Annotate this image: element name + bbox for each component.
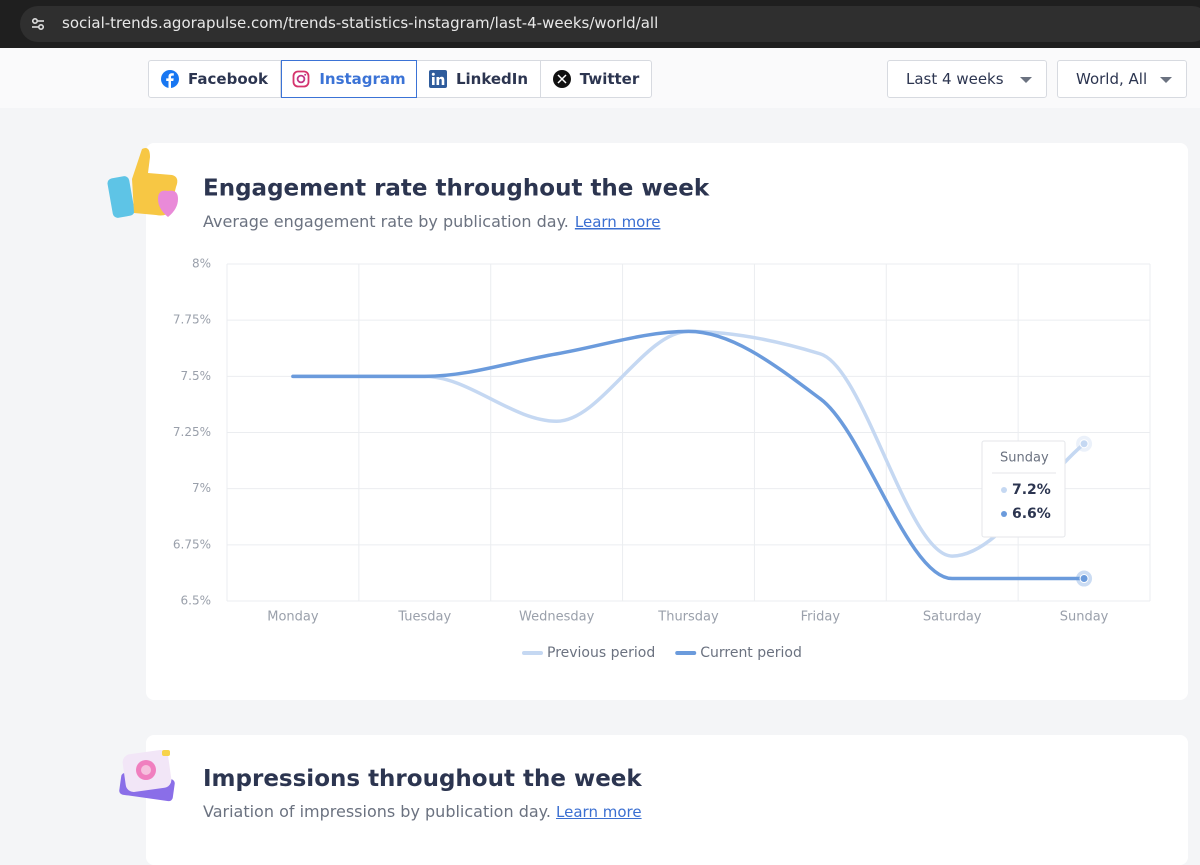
legend-label: Previous period [547, 645, 655, 661]
browser-bar: social-trends.agorapulse.com/trends-stat… [0, 0, 1200, 48]
tooltip: Sunday 7.2% 6.6% [981, 440, 1066, 538]
y-tick-label: 7.75% [173, 313, 211, 327]
instagram-icon [292, 70, 310, 88]
caret [1020, 77, 1032, 83]
y-tick-label: 6.5% [181, 594, 212, 608]
impressions-card: Impressions throughout the week Variatio… [146, 735, 1188, 865]
subtitle-text: Average engagement rate by publication d… [203, 212, 569, 231]
period-select[interactable]: Last 4 weeks [887, 60, 1047, 98]
caret [1160, 77, 1172, 83]
y-tick-label: 7.25% [173, 425, 211, 439]
tooltip-swatch [1001, 487, 1007, 493]
subtitle-text: Variation of impressions by publication … [203, 802, 551, 821]
chart-title: Engagement rate throughout the week [203, 176, 710, 202]
camera-icon [119, 750, 175, 802]
x-tick-label: Friday [801, 610, 841, 625]
tab-active[interactable]: Instagram [281, 60, 417, 98]
region-select[interactable]: World, All [1057, 60, 1187, 98]
x-tick-label: Saturday [923, 610, 982, 625]
tab-label: Instagram [319, 70, 406, 88]
y-tick-label: 7.5% [181, 369, 212, 383]
legend-label: Current period [700, 645, 802, 661]
tab-label: LinkedIn [455, 70, 529, 88]
tooltip-swatch [1001, 511, 1007, 517]
network-tabs: Facebook Instagram LinkedIn Twitter [148, 60, 652, 98]
line-series [291, 329, 1086, 581]
x-tick-label: Wednesday [519, 610, 595, 625]
tooltip-value: 7.2% [1012, 482, 1051, 498]
url: social-trends.agorapulse.com/trends-stat… [62, 14, 659, 32]
thumbs-up-icon [107, 148, 178, 218]
address-bar[interactable] [20, 6, 1200, 42]
select-label: Last 4 weeks [906, 70, 1004, 88]
linkedin-icon [428, 70, 447, 88]
x-tick-label: Tuesday [397, 610, 451, 625]
section-title: Impressions throughout the week [203, 766, 642, 792]
chart-subtitle: Average engagement rate by publication d… [203, 212, 660, 231]
point [1079, 574, 1089, 584]
x-tick-label: Monday [267, 610, 319, 625]
line-series [291, 329, 1086, 558]
site-settings-icon[interactable] [28, 14, 48, 34]
facebook-icon [161, 70, 180, 88]
tab[interactable]: LinkedIn [417, 61, 541, 97]
learn-more-link[interactable]: Learn more [556, 803, 642, 821]
tab-label: Facebook [188, 70, 268, 88]
y-tick-label: 6.75% [173, 537, 211, 551]
x-tick-label: Thursday [657, 610, 719, 625]
chart: Engagement rate throughout the week Aver… [173, 176, 1151, 661]
tab[interactable]: Twitter [541, 61, 651, 97]
section-subtitle: Variation of impressions by publication … [203, 802, 642, 821]
tooltip-title: Sunday [1000, 451, 1049, 466]
tab-label: Twitter [579, 70, 640, 88]
chart-card: Engagement rate throughout the week Aver… [146, 143, 1188, 700]
x-tick-label: Sunday [1060, 610, 1109, 625]
tab[interactable]: Facebook [149, 61, 281, 97]
y-tick-label: 8% [192, 257, 211, 271]
y-tick-label: 7% [192, 481, 211, 495]
select-label: World, All [1076, 70, 1148, 88]
tooltip-value: 6.6% [1012, 506, 1051, 522]
point [1079, 439, 1089, 449]
x-icon [552, 70, 571, 88]
learn-more-link[interactable]: Learn more [575, 213, 661, 231]
